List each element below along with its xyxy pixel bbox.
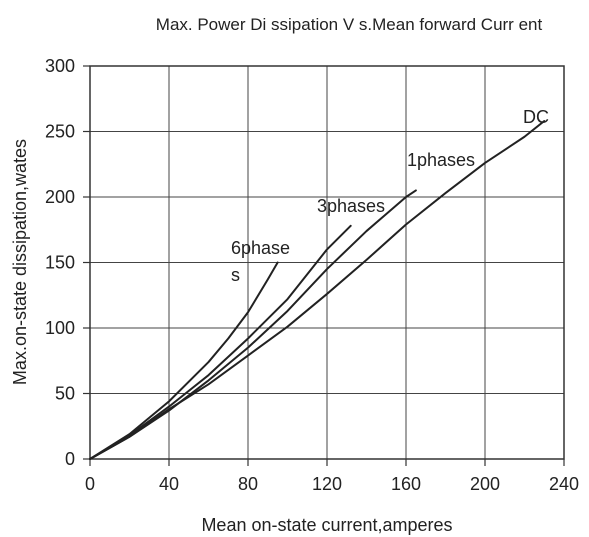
y-axis-label: Max.on-state dissipation,wates xyxy=(10,139,30,385)
y-tick-label: 150 xyxy=(45,253,75,273)
x-tick-label: 40 xyxy=(159,474,179,494)
x-tick-label: 240 xyxy=(549,474,579,494)
x-tick-label: 120 xyxy=(312,474,342,494)
series-label-line: 3phases xyxy=(317,196,385,216)
series-label-1phases: 1phases xyxy=(407,150,475,170)
series-lines xyxy=(89,120,546,460)
series-label-3phases: 3phases xyxy=(317,196,385,216)
y-tick-label: 200 xyxy=(45,187,75,207)
series-line-6phases xyxy=(89,261,279,460)
series-labels: DC 1phases 3phases 6phase s xyxy=(231,107,549,285)
series-line-1phases xyxy=(89,189,417,460)
y-tick-label: 300 xyxy=(45,56,75,76)
tick-labels: 0 40 80 120 160 200 240 0 50 100 150 200 250 300 xyxy=(45,56,579,494)
series-line-3phases xyxy=(89,224,352,460)
chart-title: Max. Power Di ssipation V s.Mean forward… xyxy=(156,15,543,34)
series-label-dc: DC xyxy=(523,107,549,127)
y-tick-label: 250 xyxy=(45,122,75,142)
series-label-line: s xyxy=(231,265,240,285)
x-tick-label: 80 xyxy=(238,474,258,494)
series-label-line: DC xyxy=(523,107,549,127)
y-tick-label: 0 xyxy=(65,449,75,469)
y-tick-label: 50 xyxy=(55,384,75,404)
y-tick-label: 100 xyxy=(45,318,75,338)
x-axis-label: Mean on-state current,amperes xyxy=(201,515,452,535)
x-tick-label: 160 xyxy=(391,474,421,494)
series-label-6phases: 6phase s xyxy=(231,238,290,285)
series-label-line: 6phase xyxy=(231,238,290,258)
x-tick-label: 200 xyxy=(470,474,500,494)
grid-lines xyxy=(90,66,564,459)
series-line-dc xyxy=(89,120,546,460)
series-label-line: 1phases xyxy=(407,150,475,170)
plot-frame xyxy=(83,65,565,466)
x-tick-label: 0 xyxy=(85,474,95,494)
